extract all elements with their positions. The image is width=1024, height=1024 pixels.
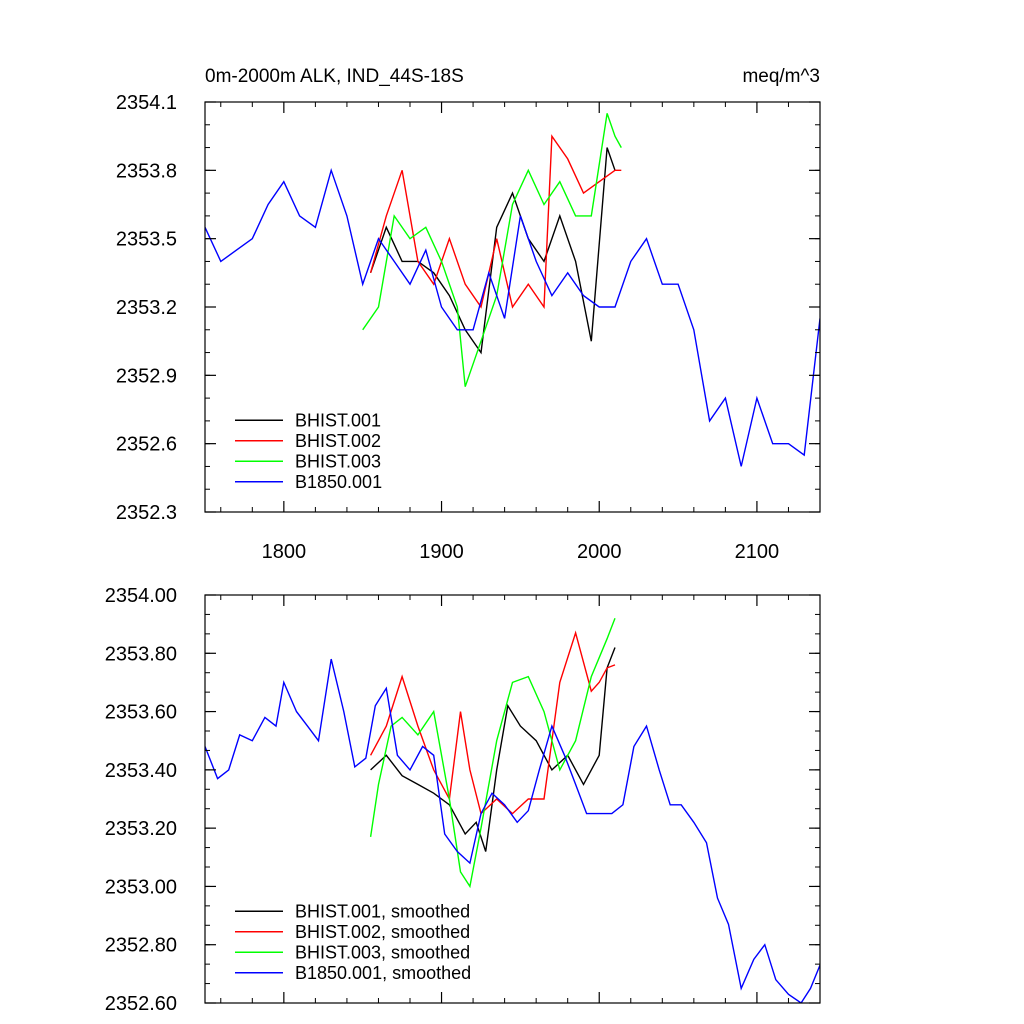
- y-tick-label: 2352.3: [116, 502, 177, 524]
- series-line-bhist-001: [370, 647, 616, 852]
- plot-frame: [204, 594, 821, 1004]
- x-tick-label: 1800: [262, 541, 307, 563]
- y-tick-label: 2352.80: [105, 935, 177, 957]
- y-tick-label: 2352.60: [105, 993, 177, 1015]
- x-tick-label: 1900: [419, 541, 464, 563]
- series-line-bhist-003: [369, 618, 616, 889]
- series-line-b1850-001: [205, 658, 820, 1003]
- series-line-bhist-003: [362, 113, 622, 387]
- y-tick-label: 2354.00: [105, 585, 177, 607]
- legend-label: B1850.001: [295, 472, 382, 492]
- y-tick-label: 2353.5: [116, 229, 177, 251]
- legend-label: BHIST.003: [295, 451, 381, 471]
- plot-area: [205, 113, 820, 467]
- series-line-bhist-002: [369, 134, 622, 310]
- y-tick-label: 2352.6: [116, 434, 177, 456]
- legend-label: B1850.001, smoothed: [295, 963, 471, 983]
- y-tick-label: 2353.40: [105, 760, 177, 782]
- series-line-b1850-001: [205, 167, 820, 467]
- x-tick-label: 2100: [735, 541, 780, 563]
- y-tick-label: 2353.60: [105, 702, 177, 724]
- y-tick-label: 2352.9: [116, 365, 177, 387]
- legend-label: BHIST.002, smoothed: [295, 922, 470, 942]
- legend-label: BHIST.003, smoothed: [295, 942, 470, 962]
- y-tick-label: 2353.00: [105, 876, 177, 898]
- chart-panel-top: 0m-2000m ALK, IND_44S-18S meq/m^3 2352.3…: [116, 66, 821, 563]
- legend-label: BHIST.001: [295, 410, 381, 430]
- y-tick-label: 2353.80: [105, 643, 177, 665]
- units-label: meq/m^3: [742, 66, 820, 87]
- axes: 2352.3 2352.6 2352.9 2353.2 2353.5 2353.8 2354…: [116, 92, 821, 563]
- chart-title: 0m-2000m ALK, IND_44S-18S: [205, 66, 464, 87]
- chart-panel-bottom: 2352.60 2352.80 2353.00 2353.20 2353.40 2353.…: [105, 585, 821, 1015]
- y-tick-label: 2354.1: [116, 92, 177, 114]
- legend-label: BHIST.002: [295, 431, 381, 451]
- y-tick-label: 2353.2: [116, 297, 177, 319]
- plot-area: [205, 618, 820, 1003]
- y-tick-label: 2353.8: [116, 160, 177, 182]
- y-tick-label: 2353.20: [105, 818, 177, 840]
- axes: 2352.60 2352.80 2353.00 2353.20 2353.40 2353.…: [105, 585, 821, 1015]
- series-line-bhist-002: [369, 630, 616, 815]
- series-line-bhist-001: [369, 147, 616, 355]
- legend-label: BHIST.001, smoothed: [295, 901, 470, 921]
- x-tick-label: 2000: [577, 541, 622, 563]
